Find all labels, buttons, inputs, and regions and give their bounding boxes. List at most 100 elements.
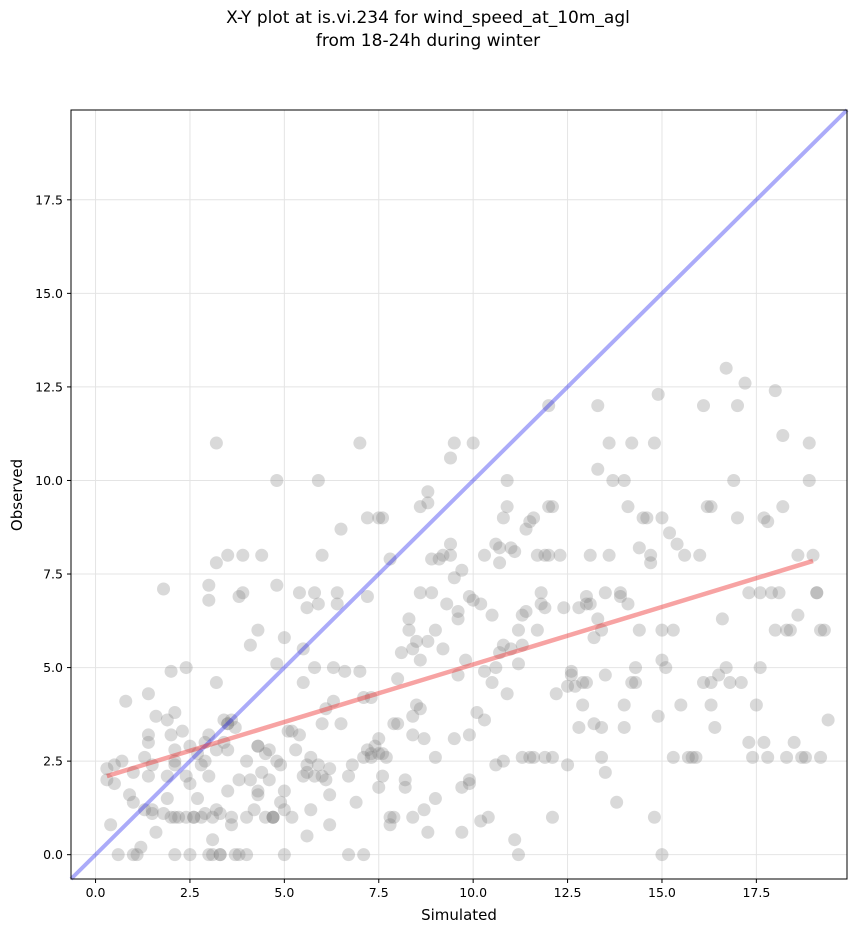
data-point: [258, 810, 272, 824]
data-point: [821, 713, 835, 727]
data-point: [168, 848, 182, 862]
data-point: [515, 608, 529, 622]
data-point: [240, 754, 254, 768]
y-tick-label: 10.0: [35, 473, 63, 488]
data-point: [742, 586, 756, 600]
data-point: [802, 436, 816, 450]
data-point: [651, 709, 665, 723]
data-point: [300, 601, 314, 615]
data-point: [100, 762, 114, 776]
data-point: [198, 754, 212, 768]
data-point: [583, 597, 597, 611]
data-point: [141, 735, 155, 749]
data-point: [387, 810, 401, 824]
data-point: [417, 803, 431, 817]
x-tick-label: 12.5: [554, 885, 582, 900]
data-point: [606, 473, 620, 487]
data-point: [175, 724, 189, 738]
data-point: [500, 687, 514, 701]
data-point: [353, 664, 367, 678]
data-point: [243, 773, 257, 787]
data-point: [549, 687, 563, 701]
data-point: [768, 384, 782, 398]
data-point: [421, 485, 435, 499]
x-tick-label: 17.5: [742, 885, 770, 900]
data-point: [511, 657, 525, 671]
data-point: [413, 586, 427, 600]
data-point: [372, 780, 386, 794]
data-point: [206, 833, 220, 847]
data-point: [202, 728, 216, 742]
data-point: [270, 578, 284, 592]
identity-line: [69, 108, 849, 881]
data-point: [292, 728, 306, 742]
data-point: [187, 810, 201, 824]
data-point: [511, 623, 525, 637]
data-point: [266, 810, 280, 824]
y-tick-label: 12.5: [35, 379, 63, 394]
data-point: [160, 792, 174, 806]
data-point: [704, 676, 718, 690]
data-point: [697, 399, 711, 413]
data-point: [485, 676, 499, 690]
data-point: [579, 676, 593, 690]
data-point: [406, 709, 420, 723]
data-point: [345, 758, 359, 772]
data-point: [372, 732, 386, 746]
x-axis-label: Simulated: [421, 906, 497, 924]
data-point: [477, 548, 491, 562]
data-point: [353, 436, 367, 450]
data-point: [780, 750, 794, 764]
x-tick-label: 0.0: [86, 885, 106, 900]
data-point: [663, 526, 677, 540]
data-point: [304, 750, 318, 764]
data-point: [255, 548, 269, 562]
data-point: [360, 589, 374, 603]
data-point: [145, 758, 159, 772]
data-point: [523, 750, 537, 764]
data-point: [572, 601, 586, 615]
data-point: [776, 500, 790, 514]
data-point: [145, 803, 159, 817]
data-point: [209, 436, 223, 450]
data-point: [126, 848, 140, 862]
data-point: [104, 818, 118, 832]
data-point: [164, 728, 178, 742]
data-point: [323, 762, 337, 776]
data-point: [640, 511, 654, 525]
data-point: [428, 623, 442, 637]
data-point: [783, 623, 797, 637]
data-point: [587, 717, 601, 731]
data-point: [134, 840, 148, 854]
data-point: [251, 788, 265, 802]
data-point: [338, 664, 352, 678]
data-point: [209, 743, 223, 757]
axes-frame: [70, 109, 848, 880]
data-point: [168, 743, 182, 757]
data-point: [410, 634, 424, 648]
data-point: [251, 623, 265, 637]
data-point: [610, 795, 624, 809]
data-point: [629, 661, 643, 675]
data-point: [387, 717, 401, 731]
data-point: [406, 810, 420, 824]
data-point: [107, 777, 121, 791]
data-point: [466, 436, 480, 450]
x-tick-label: 10.0: [459, 885, 487, 900]
data-point: [364, 691, 378, 705]
data-point: [772, 586, 786, 600]
data-point: [232, 589, 246, 603]
data-point: [149, 709, 163, 723]
x-tick-label: 7.5: [369, 885, 389, 900]
data-point: [761, 750, 775, 764]
data-point: [734, 676, 748, 690]
data-point: [274, 758, 288, 772]
data-point: [462, 589, 476, 603]
data-point: [455, 563, 469, 577]
data-point: [447, 571, 461, 585]
data-point: [376, 747, 390, 761]
data-point: [326, 661, 340, 675]
data-point: [342, 769, 356, 783]
data-point: [304, 803, 318, 817]
data-point: [277, 631, 291, 645]
